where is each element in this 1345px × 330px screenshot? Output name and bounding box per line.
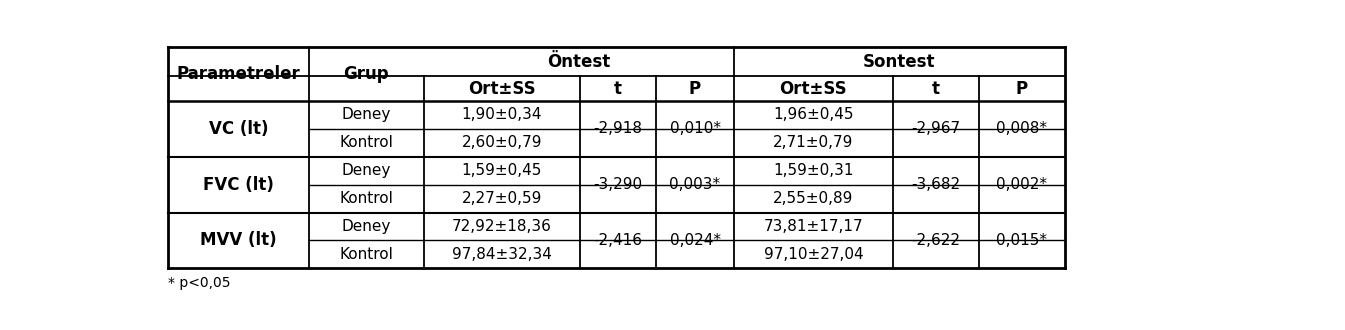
Text: Kontrol: Kontrol xyxy=(339,247,393,262)
Text: Öntest: Öntest xyxy=(547,53,611,71)
Text: 0,024*: 0,024* xyxy=(670,233,721,248)
Text: Deney: Deney xyxy=(342,163,391,178)
Text: Deney: Deney xyxy=(342,219,391,234)
Text: 0,015*: 0,015* xyxy=(997,233,1048,248)
Text: 0,008*: 0,008* xyxy=(997,121,1048,136)
Text: 1,90±0,34: 1,90±0,34 xyxy=(461,107,542,122)
Text: 1,59±0,45: 1,59±0,45 xyxy=(461,163,542,178)
Text: P: P xyxy=(1015,80,1028,98)
Text: Kontrol: Kontrol xyxy=(339,135,393,150)
Text: 1,59±0,31: 1,59±0,31 xyxy=(773,163,854,178)
Text: -2,416: -2,416 xyxy=(593,233,643,248)
Text: Parametreler: Parametreler xyxy=(176,65,300,83)
Text: 0,003*: 0,003* xyxy=(670,177,721,192)
Text: 2,71±0,79: 2,71±0,79 xyxy=(773,135,854,150)
Text: MVV (lt): MVV (lt) xyxy=(200,231,277,249)
Text: Ort±SS: Ort±SS xyxy=(468,80,535,98)
Text: -2,918: -2,918 xyxy=(593,121,643,136)
Text: P: P xyxy=(689,80,701,98)
Text: -3,682: -3,682 xyxy=(912,177,960,192)
Text: 2,60±0,79: 2,60±0,79 xyxy=(461,135,542,150)
Text: 0,010*: 0,010* xyxy=(670,121,721,136)
Text: t: t xyxy=(613,80,621,98)
Text: 2,27±0,59: 2,27±0,59 xyxy=(461,191,542,206)
Text: -2,967: -2,967 xyxy=(912,121,960,136)
Text: 0,002*: 0,002* xyxy=(997,177,1048,192)
Text: 97,84±32,34: 97,84±32,34 xyxy=(452,247,551,262)
Text: * p<0,05: * p<0,05 xyxy=(168,276,230,290)
Text: 1,96±0,45: 1,96±0,45 xyxy=(773,107,854,122)
Text: 97,10±27,04: 97,10±27,04 xyxy=(764,247,863,262)
Text: Sontest: Sontest xyxy=(863,53,936,71)
Text: Grup: Grup xyxy=(343,65,389,83)
Text: 72,92±18,36: 72,92±18,36 xyxy=(452,219,551,234)
Text: -2,622: -2,622 xyxy=(912,233,960,248)
Text: FVC (lt): FVC (lt) xyxy=(203,176,274,194)
Text: -3,290: -3,290 xyxy=(593,177,643,192)
Text: t: t xyxy=(932,80,940,98)
Text: Kontrol: Kontrol xyxy=(339,191,393,206)
Text: VC (lt): VC (lt) xyxy=(208,120,268,138)
Text: Ort±SS: Ort±SS xyxy=(780,80,847,98)
Text: 73,81±17,17: 73,81±17,17 xyxy=(764,219,863,234)
Text: Deney: Deney xyxy=(342,107,391,122)
Text: 2,55±0,89: 2,55±0,89 xyxy=(773,191,854,206)
